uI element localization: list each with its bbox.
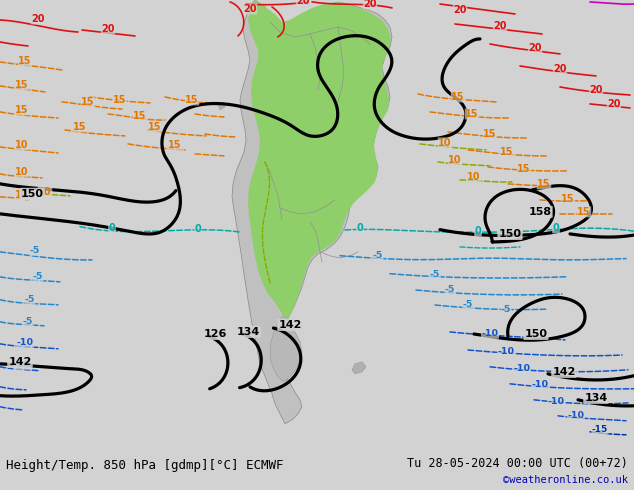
Text: -10: -10 — [531, 380, 548, 390]
Text: 20: 20 — [493, 21, 507, 31]
Text: 15: 15 — [537, 179, 551, 189]
Text: 15: 15 — [113, 95, 127, 105]
Text: 10: 10 — [438, 138, 452, 148]
Text: -10: -10 — [567, 411, 585, 420]
Text: 15: 15 — [451, 92, 465, 102]
Text: 20: 20 — [453, 5, 467, 15]
Text: 10: 10 — [15, 140, 29, 150]
Text: 0: 0 — [108, 223, 115, 233]
Text: -10: -10 — [13, 360, 30, 369]
Text: 10: 10 — [15, 167, 29, 177]
Text: 15: 15 — [465, 109, 479, 119]
Text: 20: 20 — [243, 4, 257, 14]
Text: -5: -5 — [445, 285, 455, 294]
Text: -10: -10 — [514, 365, 531, 373]
Polygon shape — [232, 0, 392, 424]
Text: -5: -5 — [501, 305, 511, 315]
Text: 142: 142 — [552, 367, 576, 377]
Text: 134: 134 — [236, 327, 260, 337]
Text: -5: -5 — [430, 270, 440, 279]
Text: 150: 150 — [498, 229, 522, 239]
Text: 15: 15 — [81, 97, 94, 107]
Text: 0: 0 — [195, 224, 202, 234]
Text: 15: 15 — [148, 122, 162, 132]
Text: -5: -5 — [23, 318, 33, 326]
Polygon shape — [270, 316, 302, 382]
Text: 0: 0 — [475, 226, 481, 236]
Text: 15: 15 — [517, 164, 531, 174]
Text: 142: 142 — [278, 320, 302, 330]
Text: 20: 20 — [553, 64, 567, 74]
Text: -5: -5 — [463, 300, 473, 309]
Text: 15: 15 — [133, 111, 146, 121]
Text: 150: 150 — [524, 329, 548, 339]
Polygon shape — [248, 0, 391, 320]
Text: 20: 20 — [101, 24, 115, 34]
Text: ©weatheronline.co.uk: ©weatheronline.co.uk — [503, 475, 628, 485]
Text: 0: 0 — [553, 223, 559, 233]
Text: 15: 15 — [561, 194, 575, 204]
Text: 134: 134 — [585, 393, 607, 403]
Text: 15: 15 — [185, 95, 198, 105]
Text: 15: 15 — [18, 56, 32, 66]
Text: -10: -10 — [548, 397, 564, 406]
Text: 15: 15 — [168, 140, 182, 150]
Text: 15: 15 — [74, 122, 87, 132]
Text: 15: 15 — [15, 80, 29, 90]
Text: -10: -10 — [498, 347, 515, 356]
Text: 10: 10 — [467, 172, 481, 182]
Text: 10: 10 — [38, 187, 52, 197]
Text: -10: -10 — [481, 329, 498, 338]
Text: 20: 20 — [528, 43, 541, 53]
Text: 0: 0 — [356, 223, 363, 233]
Text: 126: 126 — [204, 329, 227, 339]
Text: 158: 158 — [528, 207, 552, 217]
Text: -10: -10 — [16, 338, 34, 347]
Text: 20: 20 — [363, 0, 377, 9]
Text: 10: 10 — [15, 190, 29, 200]
Text: 10: 10 — [448, 155, 462, 165]
Text: 15: 15 — [577, 207, 591, 217]
Text: -5: -5 — [30, 246, 40, 255]
Text: Height/Temp. 850 hPa [gdmp][°C] ECMWF: Height/Temp. 850 hPa [gdmp][°C] ECMWF — [6, 459, 283, 472]
Text: -5: -5 — [33, 272, 43, 281]
Text: 20: 20 — [296, 0, 310, 6]
Text: 15: 15 — [483, 129, 497, 139]
Text: 20: 20 — [607, 99, 621, 109]
Text: 20: 20 — [31, 14, 45, 24]
Text: 20: 20 — [589, 85, 603, 95]
Text: -15: -15 — [592, 425, 608, 434]
Text: 150: 150 — [20, 189, 44, 199]
Text: 15: 15 — [500, 147, 514, 157]
Text: -5: -5 — [373, 251, 383, 260]
Text: Tu 28-05-2024 00:00 UTC (00+72): Tu 28-05-2024 00:00 UTC (00+72) — [407, 457, 628, 470]
Polygon shape — [218, 102, 225, 110]
Text: -5: -5 — [25, 295, 36, 304]
Text: 142: 142 — [8, 357, 32, 367]
Polygon shape — [352, 362, 366, 374]
Text: 15: 15 — [15, 105, 29, 115]
